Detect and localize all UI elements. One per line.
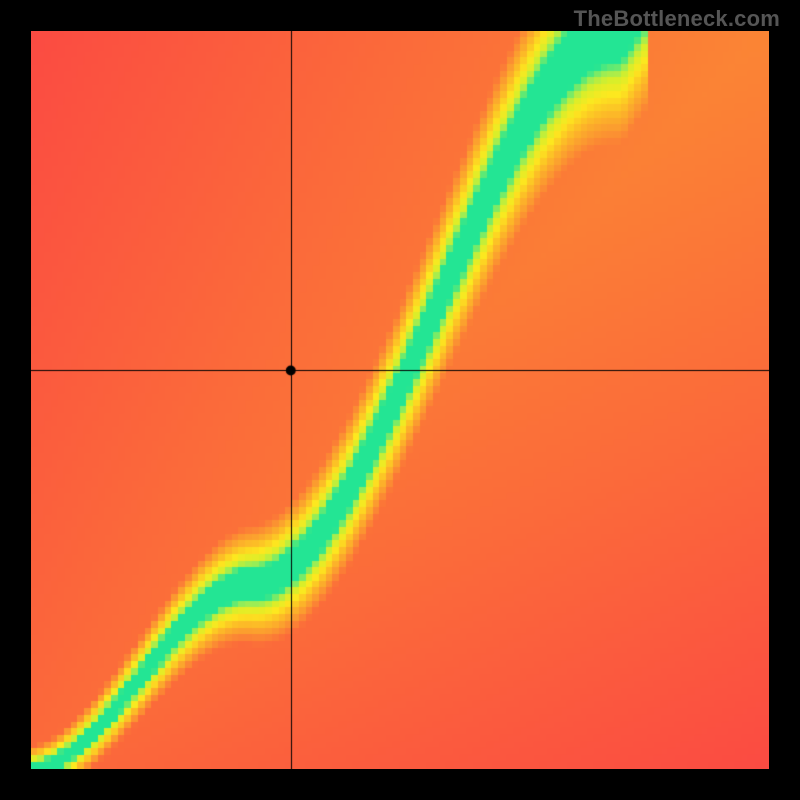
watermark-text: TheBottleneck.com bbox=[574, 6, 780, 32]
bottleneck-heatmap bbox=[31, 31, 769, 769]
